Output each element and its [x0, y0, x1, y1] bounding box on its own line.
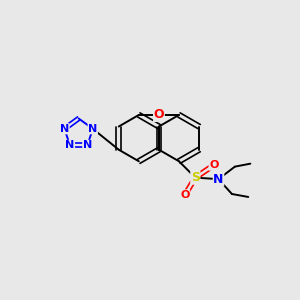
Text: O: O: [209, 160, 218, 170]
Text: N: N: [88, 124, 98, 134]
Text: N: N: [60, 124, 69, 134]
Text: N: N: [65, 140, 74, 150]
Text: O: O: [154, 108, 164, 122]
Text: S: S: [191, 171, 200, 184]
Text: N: N: [83, 140, 92, 150]
Text: O: O: [180, 190, 190, 200]
Text: N: N: [213, 172, 224, 186]
